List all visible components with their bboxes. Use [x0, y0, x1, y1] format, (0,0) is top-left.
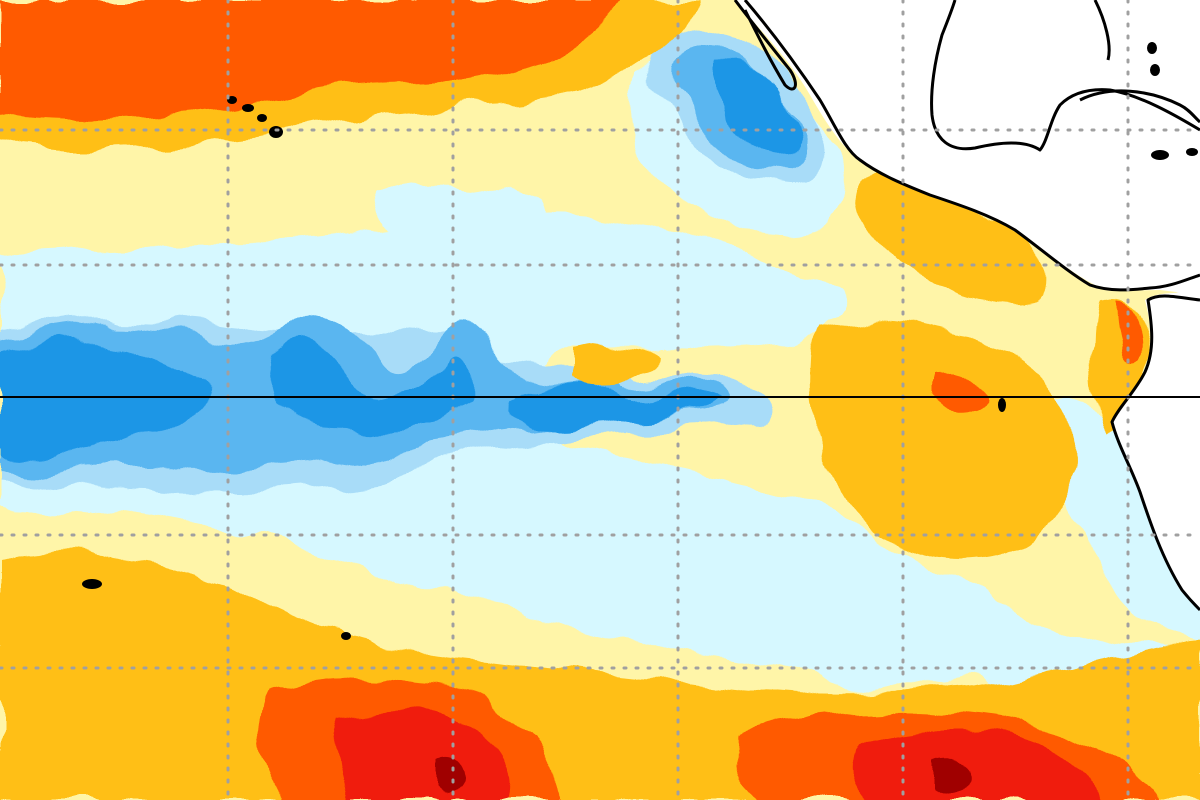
warm-central-patch: [570, 344, 660, 380]
coastline: [733, 0, 1200, 612]
warm-east-center: [811, 319, 1073, 560]
cool-patch-north: [378, 179, 546, 259]
warm-south-vstrong-west: [334, 707, 512, 800]
coast-cuba: [1079, 89, 1200, 124]
cool-core-baja: [720, 67, 794, 156]
island-hawaii-3: [257, 114, 267, 122]
warm-peru-strong: [1115, 300, 1142, 363]
warm-south-vstrong-east: [854, 730, 1100, 800]
island-marquesas: [82, 579, 102, 589]
warm-east-strong: [935, 378, 985, 412]
island-hawaii-4: [269, 126, 283, 138]
south-america-land: [1112, 290, 1200, 610]
island-caribbean-1: [1147, 42, 1157, 54]
warm-north-strong: [0, 0, 620, 120]
island-caribbean-4: [1186, 148, 1198, 156]
warm-south-extreme-west: [435, 756, 465, 795]
island-galapagos: [998, 398, 1006, 412]
islands: [82, 42, 1198, 640]
cool-core-mid: [264, 345, 474, 428]
island-caribbean-2: [1150, 64, 1160, 76]
warm-south-extreme-east: [935, 757, 973, 793]
island-hawaii-2: [242, 104, 254, 112]
anomaly-field: [0, 33, 1200, 700]
cool-patch-peru: [1030, 397, 1200, 650]
island-tuamotu: [341, 632, 351, 640]
coast-baja-mexico: [733, 0, 1200, 292]
island-caribbean-3: [1151, 150, 1169, 160]
coast-south-america: [1110, 294, 1200, 612]
coast-florida: [1093, 0, 1111, 61]
warm-gulf: [857, 177, 1048, 303]
